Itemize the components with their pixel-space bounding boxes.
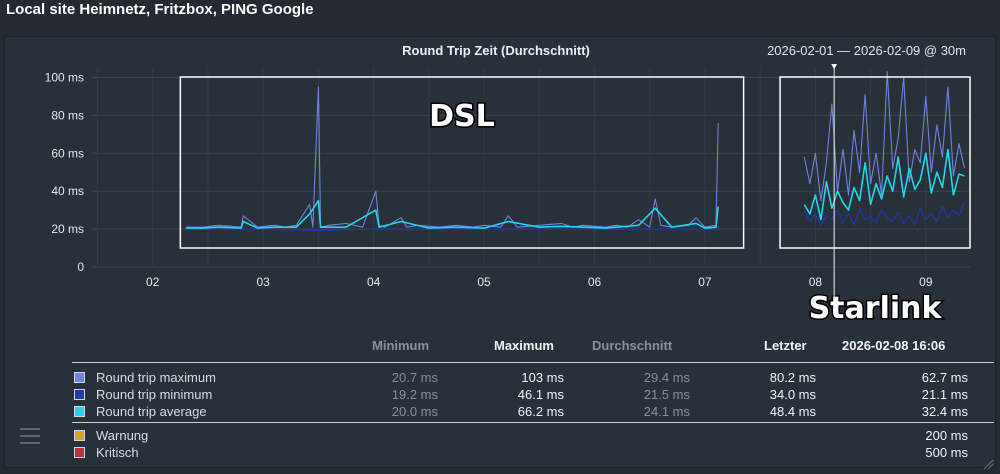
series-line-round-trip-minimum: [185, 226, 719, 232]
hamburger-menu-icon[interactable]: [20, 428, 40, 449]
graph-dashlet: [4, 36, 996, 468]
series-line-round-trip-average: [803, 148, 965, 221]
chart-time-range: 2026-02-01 — 2026-02-09 @ 30m: [767, 43, 966, 58]
series-line-round-trip-minimum: [803, 202, 966, 226]
annotation-box-starlink: [779, 76, 971, 249]
annotation-label-dsl: DSL: [429, 99, 495, 134]
chart-title: Round Trip Zeit (Durchschnitt): [402, 43, 590, 58]
x-tick-label: 03: [257, 275, 271, 289]
annotation-box-dsl: [179, 76, 745, 249]
x-tick-label: 09: [919, 275, 933, 289]
x-tick-label: 07: [698, 275, 712, 289]
cursor-marker-icon: [831, 64, 838, 69]
y-tick-label: 20 ms: [51, 222, 84, 236]
x-tick-label: 06: [588, 275, 602, 289]
annotation-label-starlink: Starlink: [809, 291, 943, 326]
x-tick-label: 05: [477, 275, 491, 289]
series-line-round-trip-maximum: [803, 71, 966, 202]
y-tick-label: 40 ms: [51, 184, 84, 198]
page-title: Local site Heimnetz, Fritzbox, PING Goog…: [6, 1, 314, 18]
x-tick-label: 04: [367, 275, 381, 289]
y-tick-label: 60 ms: [51, 146, 84, 160]
series-line-round-trip-maximum: [185, 86, 719, 228]
series-line-round-trip-average: [185, 199, 719, 229]
x-tick-label: 08: [809, 275, 823, 289]
resize-handle-icon[interactable]: [982, 458, 994, 470]
x-tick-label: 02: [146, 275, 160, 289]
y-tick-label: 100 ms: [45, 70, 84, 84]
y-tick-label: 0: [77, 260, 84, 274]
y-tick-label: 80 ms: [51, 108, 84, 122]
